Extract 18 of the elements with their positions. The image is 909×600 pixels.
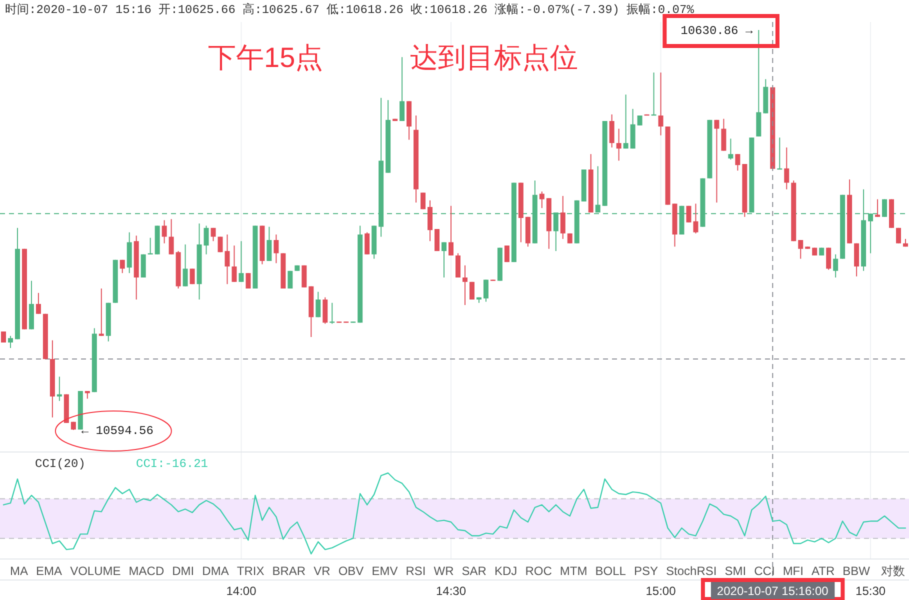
annotation: 下午15点	[208, 42, 324, 73]
ref-line-label: 2020-10-07 15:16:00	[716, 584, 829, 598]
text: 时间:2020-10-07 15:16 开:10625.66 高:10625.67 低:10618.26 收:10618.26 涨幅:-0.07%(-7.39) 振幅:0.07%	[5, 2, 695, 17]
annotation: 10630.86 →	[680, 24, 754, 38]
x-tick-label: 15:00	[646, 584, 676, 598]
candlestick	[98, 288, 104, 336]
text: CCI:-16.21	[136, 457, 208, 471]
x-tick-label: 15:30	[856, 584, 886, 598]
text: 对数	[881, 564, 905, 578]
candlestick	[330, 302, 335, 324]
annotation: 达到目标点位	[410, 42, 578, 73]
x-tick-label: 14:30	[436, 584, 466, 598]
candlestick	[805, 246, 810, 250]
chart-title: CCI(20)	[35, 457, 86, 471]
x-tick-label: 14:00	[226, 584, 257, 598]
annotation: ← 10594.56	[81, 424, 154, 438]
text: MA EMA VOLUME MACD DMI DMA TRIX BRAR VR OBV EMV RSI WR SAR KDJ ROC MTM BOLL PSY StochRSI SMI CCI MFI ATR BBW	[10, 564, 870, 578]
candlestick	[875, 198, 880, 218]
